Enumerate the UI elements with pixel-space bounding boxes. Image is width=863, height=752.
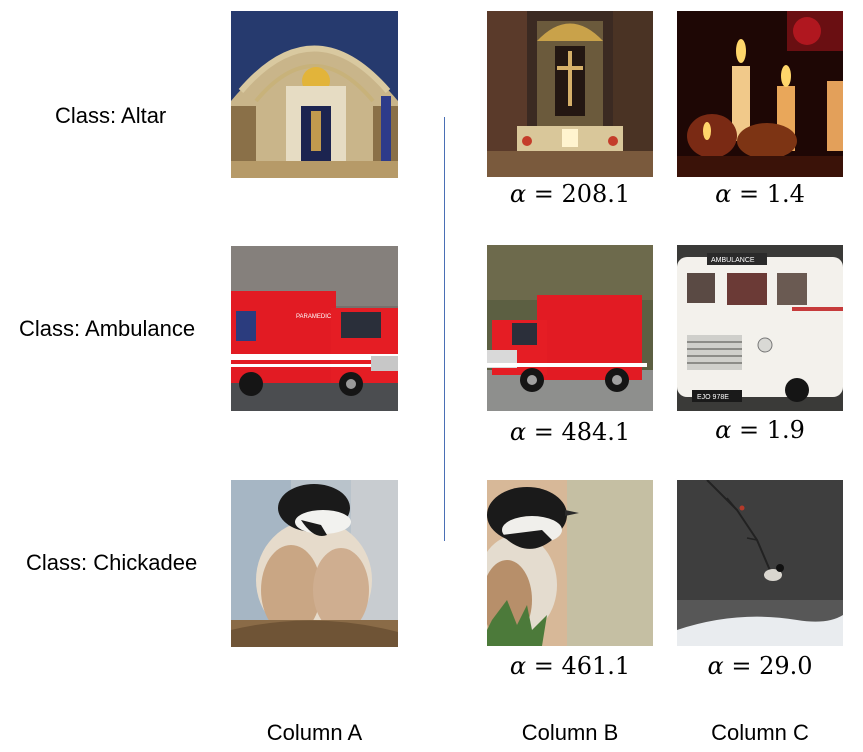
image-c-bird-on-branch	[677, 480, 843, 646]
alpha-symbol: α	[707, 652, 724, 680]
alpha-value: 208.1	[561, 180, 631, 208]
alpha-c-ambulance: α = 1.9	[715, 416, 805, 444]
alpha-symbol: α	[715, 416, 732, 444]
class-label-ambulance: Class: Ambulance	[19, 316, 196, 341]
alpha-c-altar: α = 1.4	[715, 180, 805, 208]
alpha-b-chickadee: α = 461.1	[509, 652, 631, 680]
vintage-ambulance-banner: AMBULANCE	[711, 257, 755, 264]
alpha-value: 1.9	[766, 416, 805, 444]
alpha-value: 29.0	[759, 652, 813, 680]
image-a-altar	[231, 11, 398, 178]
column-a-label: Column A	[266, 720, 363, 745]
ambulance-side-text: PARAMEDIC	[296, 314, 332, 320]
alpha-symbol: α	[509, 180, 527, 208]
image-b-chickadee	[487, 480, 653, 646]
alpha-symbol: α	[509, 418, 527, 446]
column-b-label: Column B	[521, 720, 619, 745]
alpha-value: 484.1	[561, 418, 631, 446]
alpha-symbol: α	[715, 180, 732, 208]
alpha-c-chickadee: α = 29.0	[707, 652, 813, 680]
class-label-altar: Class: Altar	[55, 103, 167, 128]
image-b-altar	[487, 11, 653, 177]
image-c-candles	[677, 11, 843, 177]
alpha-b-altar: α = 208.1	[509, 180, 631, 208]
image-c-vintage-ambulance: AMBULANCE EJO 978E	[677, 245, 843, 411]
alpha-b-ambulance: α = 484.1	[509, 418, 631, 446]
column-c-label: Column C	[711, 720, 809, 745]
image-b-ambulance	[487, 245, 653, 411]
alpha-value: 461.1	[561, 652, 631, 680]
alpha-value: 1.4	[766, 180, 805, 208]
vintage-ambulance-plate: EJO 978E	[697, 394, 729, 401]
image-a-ambulance: PARAMEDIC	[231, 246, 398, 411]
alpha-symbol: α	[509, 652, 527, 680]
column-divider	[444, 117, 445, 541]
image-a-chickadee	[231, 480, 398, 647]
class-label-chickadee: Class: Chickadee	[26, 550, 198, 575]
